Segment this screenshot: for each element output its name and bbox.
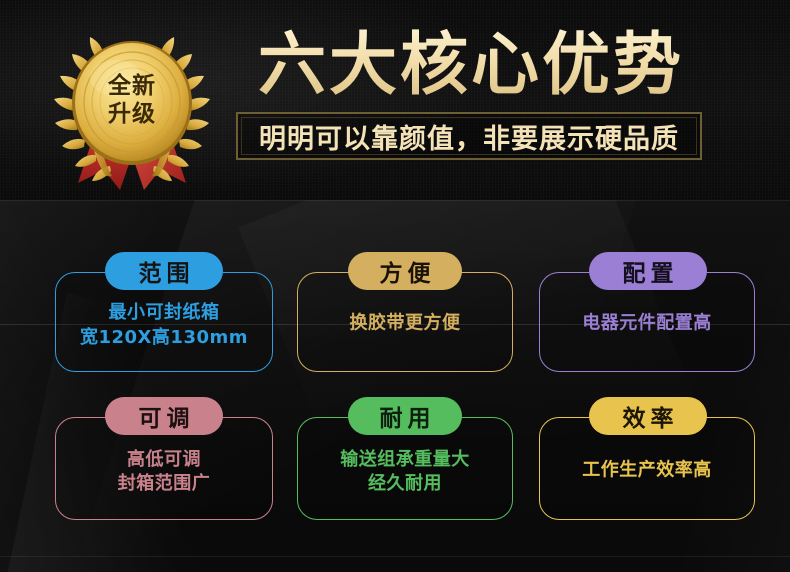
award-medal-icon: 全新 升级 [42,18,222,198]
features-band: 最小可封纸箱 宽120X高130mm 范围 换胶带更方便 方便 电器元件配置高 [0,200,790,572]
feature-badge-configuration[interactable]: 配置 [589,252,707,290]
header-band: 全新 升级 六大核心优势 明明可以靠颜值，非要展示硬品质 [0,0,790,200]
feature-card-durable-line1: 输送组承重量大 [340,448,470,470]
feature-badge-range[interactable]: 范围 [105,252,223,290]
feature-card-grid: 最小可封纸箱 宽120X高130mm 范围 换胶带更方便 方便 电器元件配置高 [0,200,790,572]
feature-card-configuration-line1: 电器元件配置高 [582,312,712,334]
feature-card-durable-line2: 经久耐用 [368,473,442,495]
feature-card-range-line2: 宽120X高130mm [79,326,249,348]
feature-badge-durable[interactable]: 耐用 [348,397,462,435]
feature-badge-convenient[interactable]: 方便 [348,252,462,290]
subtitle-frame: 明明可以靠颜值，非要展示硬品质 [236,112,702,160]
page-subtitle: 明明可以靠颜值，非要展示硬品质 [259,123,679,155]
feature-card-range-line1: 最小可封纸箱 [108,302,220,324]
feature-card-adjustable-line2: 封箱范围广 [117,473,211,495]
feature-card-convenient-line1: 换胶带更方便 [349,312,461,334]
subtitle-frame-inner [241,117,697,155]
feature-card-adjustable-line1: 高低可调 [127,448,201,470]
page-title: 六大核心优势 [236,22,706,110]
feature-card-efficiency-line1: 工作生产效率高 [582,459,712,481]
feature-badge-adjustable[interactable]: 可调 [105,397,223,435]
feature-badge-efficiency[interactable]: 效率 [589,397,707,435]
